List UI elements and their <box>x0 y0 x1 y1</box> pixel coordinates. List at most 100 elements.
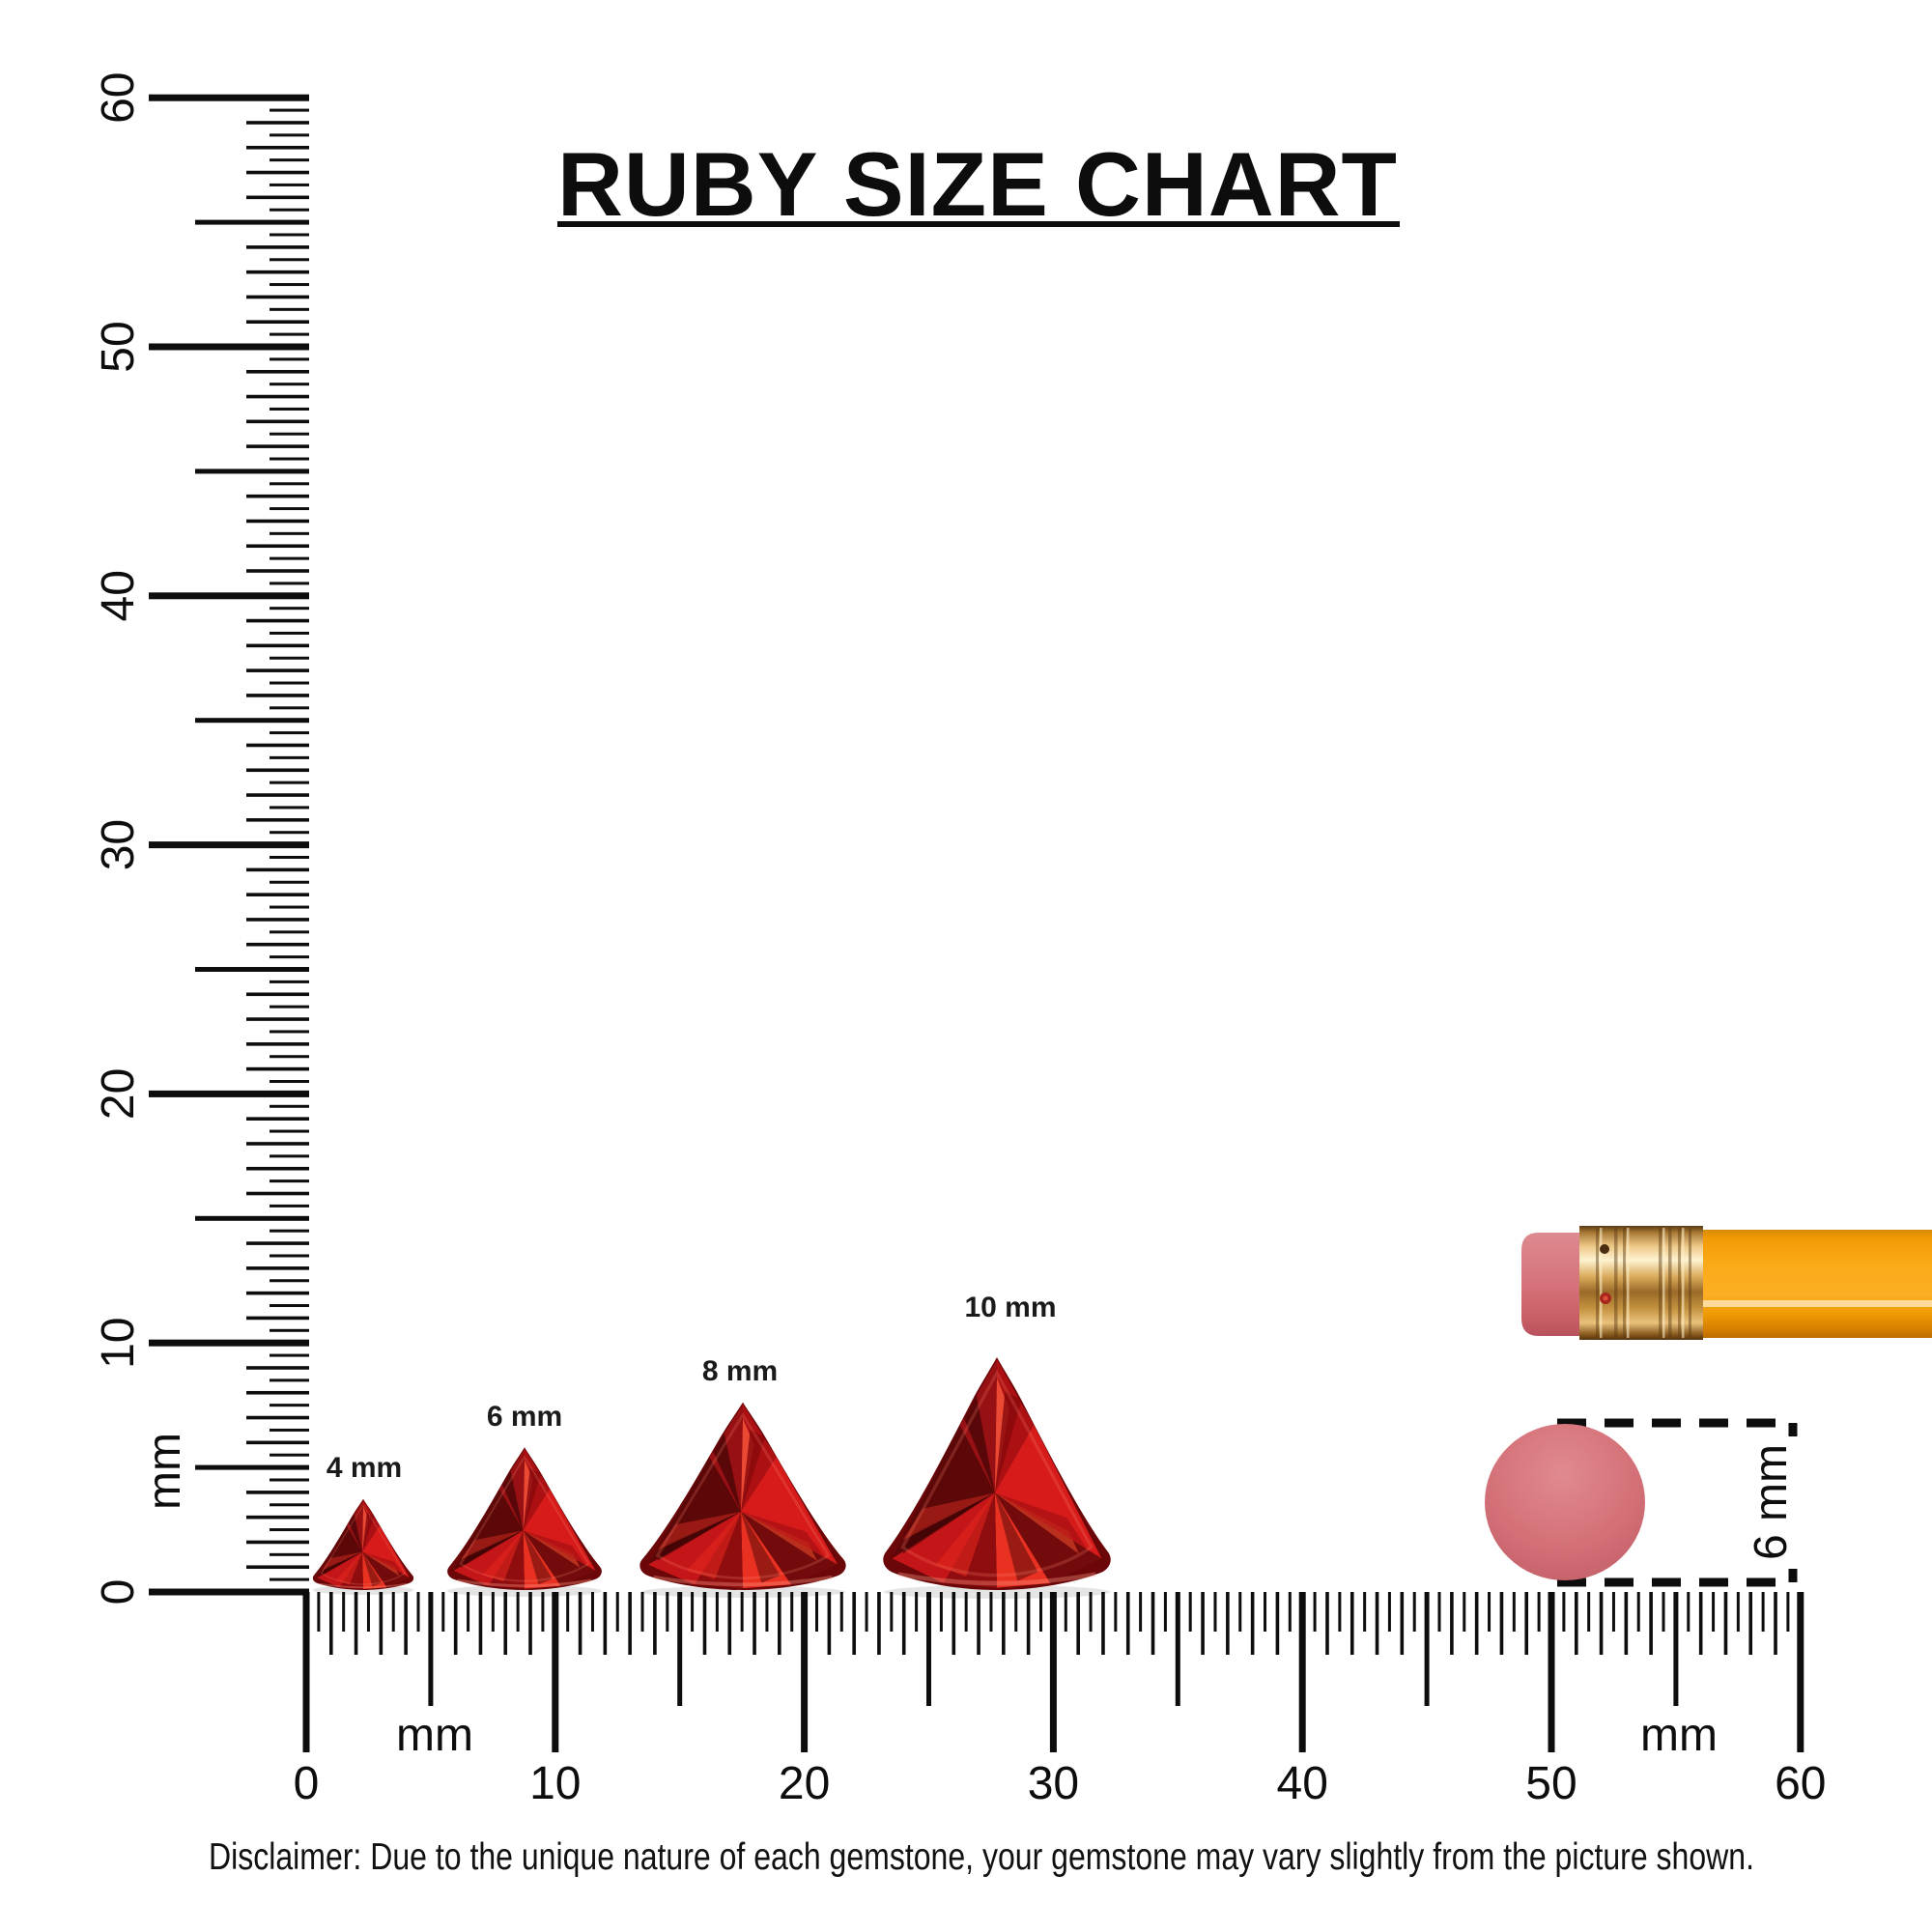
ruler-tick <box>1587 1592 1591 1632</box>
ruler-tick <box>246 195 309 200</box>
ruler-tick <box>270 905 309 909</box>
ruler-tick <box>246 1117 309 1121</box>
ruler-tick <box>653 1592 657 1655</box>
ruler-tick <box>1698 1592 1703 1655</box>
ruler-tick <box>441 1592 445 1632</box>
disclaimer-text: Disclaimer: Due to the unique nature of … <box>209 1836 1754 1878</box>
ruler-tick <box>1524 1592 1529 1655</box>
ruler-tick <box>416 1592 420 1632</box>
ruler-tick <box>727 1592 732 1655</box>
ruler-tick <box>270 482 309 486</box>
ruler-tick <box>1624 1592 1629 1655</box>
ruler-tick <box>270 855 309 859</box>
horizontal-ruler-number: 10 <box>529 1758 581 1809</box>
ruler-tick <box>270 1528 309 1532</box>
vertical-ruler: 0 10 20 30 40 50 60 mm <box>93 72 309 1605</box>
ruler-tick <box>270 407 309 411</box>
ruler-tick <box>246 1017 309 1021</box>
ruler-tick <box>246 1241 309 1245</box>
ruler-tick <box>246 618 309 623</box>
pencil <box>1521 1226 1932 1340</box>
ruler-tick <box>246 1142 309 1146</box>
ruler-tick <box>1350 1592 1354 1655</box>
vertical-ruler-number: 10 <box>93 1318 144 1369</box>
ruler-tick <box>1736 1592 1740 1632</box>
ruler-tick <box>270 1552 309 1556</box>
ruler-tick <box>1687 1592 1690 1632</box>
ruler-tick <box>814 1592 818 1632</box>
vertical-ruler-unit: mm <box>139 1433 190 1510</box>
ruler-tick <box>1748 1592 1753 1655</box>
horizontal-ruler-number: 20 <box>779 1758 830 1809</box>
ruler-tick <box>270 1179 309 1183</box>
ruler-tick <box>270 582 309 585</box>
vertical-ruler-number: 0 <box>93 1579 144 1605</box>
ruler-tick <box>246 494 309 498</box>
ruler-tick <box>1139 1592 1143 1632</box>
ruler-tick <box>852 1592 856 1655</box>
ruler-tick <box>765 1592 769 1632</box>
ruler-tick <box>149 1588 309 1596</box>
ruler-tick <box>890 1592 894 1632</box>
ruler-tick <box>552 1592 559 1752</box>
ruler-tick <box>246 867 309 872</box>
ruler-tick <box>270 556 309 560</box>
gem-row: 4 mm 6 mm 8 mm 10 mm <box>311 1292 1111 1599</box>
ruler-tick <box>1313 1592 1317 1632</box>
ruler-tick <box>246 1366 309 1370</box>
ruler-tick <box>964 1592 968 1632</box>
ruler-tick <box>753 1592 756 1655</box>
ruler-tick <box>790 1592 794 1632</box>
ruler-tick <box>270 531 309 535</box>
ruler-tick <box>566 1592 570 1632</box>
pencil-body-highlight <box>1700 1300 1932 1307</box>
ruler-tick <box>246 170 309 175</box>
page-title: RUBY SIZE CHART <box>557 133 1398 235</box>
ruler-tick <box>270 955 309 959</box>
ruler-tick <box>246 668 309 672</box>
ruler-tick <box>270 755 309 759</box>
ruler-tick <box>1636 1592 1640 1632</box>
ruler-tick <box>801 1592 809 1752</box>
ruler-tick <box>1238 1592 1242 1632</box>
ruler-tick <box>428 1592 434 1706</box>
ruler-tick <box>270 1304 309 1308</box>
ruler-tick <box>195 967 309 972</box>
ruler-tick <box>246 1191 309 1196</box>
ruler-tick <box>270 1005 309 1009</box>
ruler-tick <box>666 1592 669 1632</box>
ruler-tick <box>246 270 309 274</box>
ruler-tick <box>270 631 309 635</box>
ruler-tick <box>149 841 309 849</box>
ruler-tick <box>1114 1592 1118 1632</box>
ruler-tick <box>516 1592 520 1632</box>
ruler-tick <box>246 793 309 797</box>
ruler-tick <box>1250 1592 1255 1655</box>
ruler-tick <box>246 1540 309 1545</box>
ruler-tick <box>1387 1592 1391 1632</box>
ruler-tick <box>778 1592 781 1655</box>
ruler-tick <box>715 1592 719 1632</box>
ruler-tick <box>246 394 309 399</box>
ruler-tick <box>149 1339 309 1347</box>
ruler-tick <box>1412 1592 1416 1632</box>
ruler-tick <box>246 1266 309 1270</box>
ruler-tick <box>270 1204 309 1208</box>
ruler-tick <box>1298 1592 1306 1752</box>
ruler-tick <box>366 1592 370 1632</box>
ruler-tick <box>302 1592 310 1752</box>
ruler-tick <box>246 694 309 697</box>
ruler-tick <box>1188 1592 1192 1632</box>
ruler-tick <box>246 768 309 773</box>
vertical-ruler-number: 60 <box>93 72 144 124</box>
ruler-tick <box>1400 1592 1405 1655</box>
ruler-tick <box>270 706 309 710</box>
gem-label-10mm: 10 mm <box>964 1292 1056 1323</box>
ruler-tick <box>270 183 309 186</box>
ruler-tick <box>270 158 309 162</box>
ruler-tick <box>1537 1592 1541 1632</box>
ruler-tick <box>1512 1592 1516 1632</box>
ruler-tick <box>246 569 309 573</box>
ruler-tick <box>877 1592 881 1655</box>
ruler-tick <box>453 1592 458 1655</box>
